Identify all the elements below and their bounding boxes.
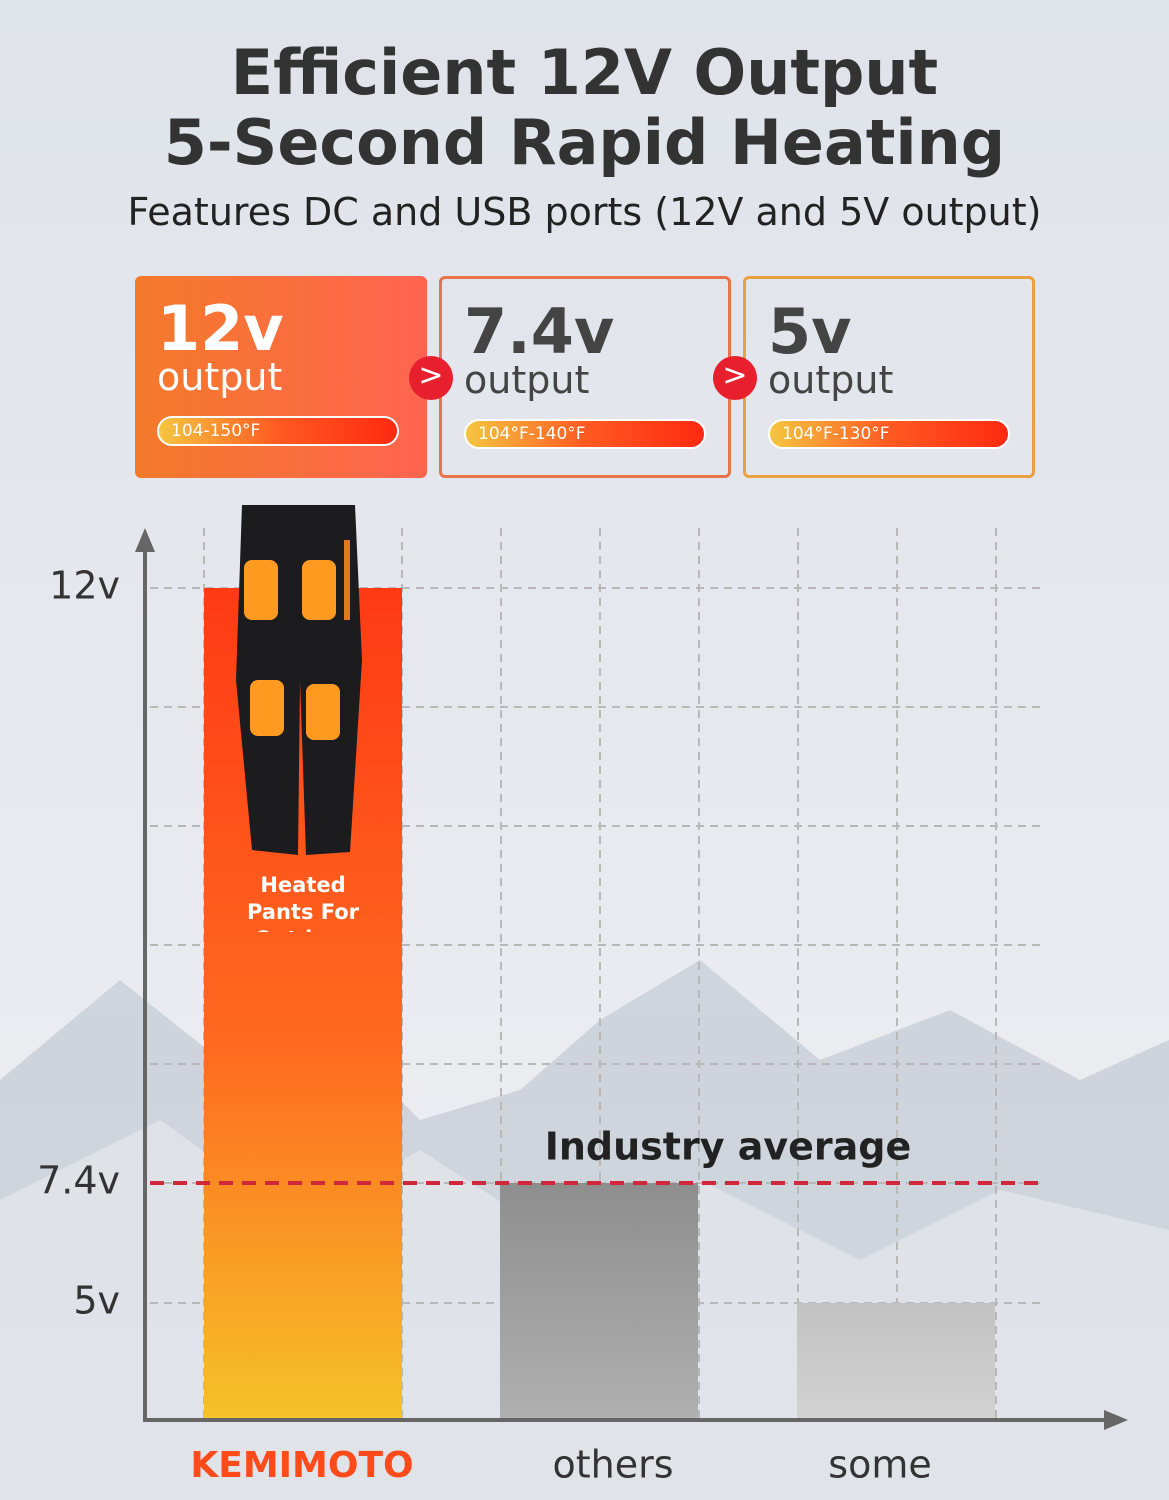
arrow-icon: > (409, 356, 453, 400)
card-voltage: 7.4v (464, 295, 615, 368)
card: 7.4v output 104°F-140°F (439, 276, 731, 478)
pants-image (236, 505, 362, 855)
subtitle: Features DC and USB ports (12V and 5V ou… (127, 190, 1042, 234)
card-range: 104-150°F (157, 416, 399, 446)
x-tick-label: some (828, 1443, 931, 1487)
arrow-icon: > (713, 356, 757, 400)
card-voltage: 12v (157, 292, 284, 365)
bar (797, 1303, 995, 1420)
y-arrow (135, 528, 155, 552)
card-range: 104°F-130°F (768, 419, 1010, 449)
card-range: 104°F-140°F (464, 419, 706, 449)
bar (500, 1183, 698, 1420)
card-label: output (464, 358, 590, 402)
bar-annotation-text: Heated Pants For Outdoor (246, 873, 360, 932)
plot: 5v 7.4v 12v KEMIMOTO others some Heated Pants … (37, 564, 1045, 1487)
card-label: output (157, 355, 283, 399)
y-tick-label: 5v (73, 1279, 120, 1323)
x-arrow (1104, 1410, 1128, 1430)
y-tick-label: 12v (49, 564, 120, 608)
y-tick-label: 7.4v (37, 1159, 120, 1203)
x-tick-label: others (552, 1443, 673, 1487)
bar-annotation: Heated Pants For Outdoor (246, 873, 360, 932)
card-label: output (768, 358, 894, 402)
card: 5v output 104°F-130°F (743, 276, 1035, 478)
reference-label: Industry average (545, 1125, 912, 1169)
title: 5-Second Rapid Heating (163, 106, 1006, 179)
card: 12v output 104-150°F (135, 276, 427, 478)
title: Efficient 12V Output (230, 36, 939, 109)
x-tick-label: KEMIMOTO (190, 1445, 413, 1486)
card-voltage: 5v (768, 295, 852, 368)
